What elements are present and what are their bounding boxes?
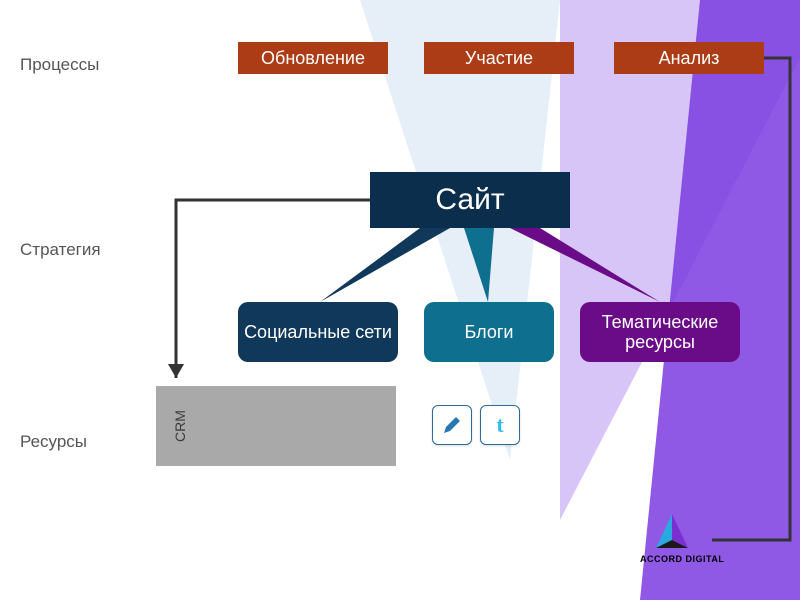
process-box-analyze: Анализ xyxy=(614,42,764,74)
site-box: Сайт xyxy=(370,172,570,228)
brand-logo-icon xyxy=(648,510,708,570)
process-box-update: Обновление xyxy=(238,42,388,74)
diagram-stage: Процессы Стратегия Ресурсы ОбновлениеУча… xyxy=(0,0,800,600)
crm-label: CRM xyxy=(172,410,188,442)
crm-box: CRM xyxy=(156,386,396,466)
strategy-box-themes: Тематические ресурсы xyxy=(580,302,740,362)
strategy-box-social: Социальные сети xyxy=(238,302,398,362)
site-label: Сайт xyxy=(435,183,504,217)
strategy-box-blogs: Блоги xyxy=(424,302,554,362)
process-box-participate: Участие xyxy=(424,42,574,74)
